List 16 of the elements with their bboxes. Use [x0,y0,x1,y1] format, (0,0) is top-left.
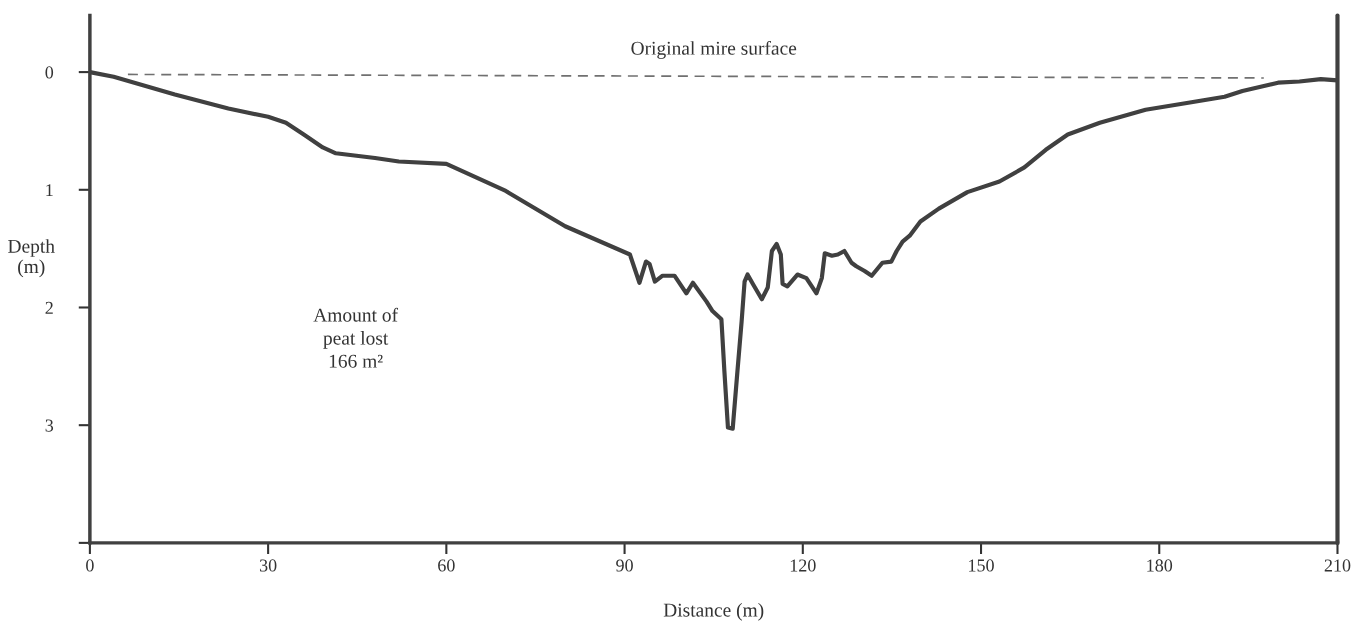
x-tick-label: 150 [969,559,994,572]
annotation: Original mire surface [631,40,797,59]
x-tick-label: 0 [86,559,94,572]
y-tick-label: 1 [46,184,53,197]
x-tick-label: 180 [1147,559,1173,572]
x-tick-label: 90 [616,559,633,572]
y-tick-label: 2 [45,301,53,314]
y-tick-label: 3 [45,419,54,432]
x-tick-label: 60 [438,559,455,572]
x-axis-title: Distance (m) [663,603,764,621]
y-tick-label: 0 [45,66,54,79]
y-axis-title: Depth (m) [8,239,55,278]
x-tick-label: 210 [1324,559,1351,572]
annotation: Amount of peat lost 166 m² [313,307,399,368]
x-tick-label: 120 [790,559,816,572]
x-tick-label: 30 [259,559,277,572]
